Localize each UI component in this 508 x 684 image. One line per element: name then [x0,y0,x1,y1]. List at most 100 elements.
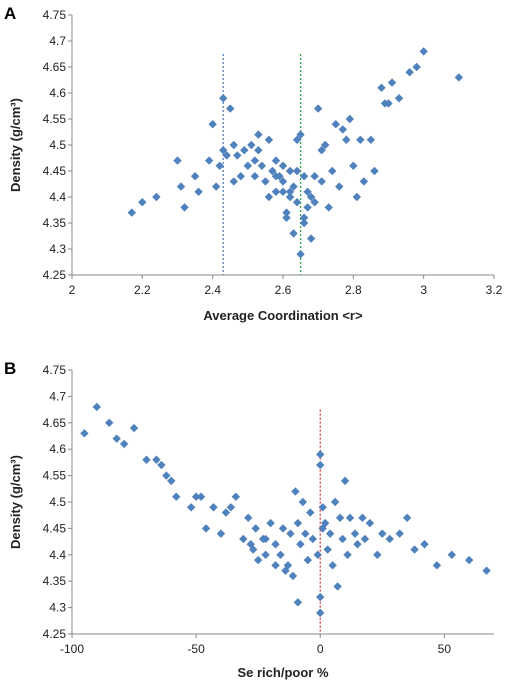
panel-b-data-point [191,492,201,501]
panel-a-data-point [264,192,274,202]
panel-b-data-point [308,534,317,544]
panel-b-data-point [303,555,313,565]
panel-b-data-point [249,545,258,554]
panel-a-data-point [289,182,298,191]
panel-a-data-point [257,161,267,170]
panel-b-label: B [4,359,16,378]
panel-b-y-tick-label: 4.65 [43,416,67,430]
panel-a-x-axis-label: Average Coordination <r> [203,308,363,323]
panel-b-data-point [306,508,315,517]
panel-b-data-point [301,529,310,538]
panel-a-data-point [345,114,355,124]
panel-b-data-point [216,529,226,538]
panel-b-x-tick-label: -50 [187,642,205,656]
panel-a-data-point [454,73,464,82]
panel-a-data-point [303,203,312,212]
panel-a-y-axis-label: Density (g/cm³) [8,98,23,192]
panel-a-data-point [387,78,397,87]
panel-a-data-point [194,187,203,196]
panel-a-data-point [138,198,147,207]
panel-b-data-point [251,524,260,533]
panel-b-data-point [447,550,456,559]
panel-a-y-tick-label: 4.6 [49,86,66,100]
panel-a-x-tick-label: 3.2 [486,283,503,297]
panel-a-data-point [278,187,288,196]
panel-a-data-point [282,208,291,217]
panel-b-data-point [157,460,166,470]
panel-a-data-point [338,125,347,134]
panel-b-data-point [281,566,290,575]
panel-b-data-point [196,492,206,501]
panel-a-y-tick-label: 4.65 [43,60,67,74]
panel-b-data-point [112,434,121,443]
panel-b-data-point [261,534,270,544]
panel-a-data-point [405,68,414,77]
panel-b-y-axis-label: Density (g/cm³) [8,455,23,549]
panel-a-data-point [359,177,369,186]
panel-b-data-point [231,492,241,501]
panel-a-data-point [173,156,182,165]
panel-b-data-point [244,513,253,523]
panel-b-data-point [201,524,211,533]
panel-b-y-tick-label: 4.55 [43,469,67,483]
panel-a-data-point [349,161,358,170]
panel-b-data-point [330,497,340,507]
panel-a-y-tick-label: 4.5 [49,138,66,152]
panel-a-x-tick-label: 2.2 [134,283,151,297]
panel-b-data-point [373,550,382,559]
panel-a-data-point [412,62,421,72]
panel-a-data-point [306,192,316,202]
panel-a-data-point [299,213,309,222]
panel-a-data-point [211,182,221,191]
panel-b-data-point [298,497,308,507]
panel-b-x-tick-label: 0 [317,642,324,656]
panel-b-data-point [226,503,236,512]
panel-a-data-point [299,218,309,228]
panel-b-data-point [119,439,129,449]
panel-a-data-point [292,198,302,207]
panel-b-data-point [253,555,263,565]
panel-a-label: A [4,4,16,23]
panel-b-data-point [340,476,350,486]
panel-a-data-point [296,250,305,259]
panel-b-x-axis-label: Se rich/poor % [237,665,328,680]
panel-a-data-point [229,177,238,186]
panel-b-y-tick-label: 4.35 [43,574,67,588]
panel-a-y-tick-label: 4.4 [49,190,66,204]
panel-b-data-point [313,550,322,559]
panel-a-data-point [233,151,242,160]
panel-a-data-point [229,140,238,150]
panel-a-data-point [127,208,136,217]
panel-a-data-point [268,166,277,176]
panel-b-data-point [105,418,114,427]
panel-a-data-point [240,146,249,155]
panel-a-data-point [219,146,228,155]
panel-a-data-point [222,151,231,160]
panel-a-data-point [384,99,393,108]
panel-a-data-point [342,135,351,144]
panel-b-data-point [291,487,300,496]
panel-b-data-point [318,503,327,512]
panel-b-y-tick-label: 4.4 [49,548,66,562]
panel-a-data-point [377,83,386,92]
panel-a-data-point [271,172,281,181]
panel-a-data-point [292,166,302,176]
panel-b-data-point [360,534,370,544]
panel-b: B 4.25 4.3 4.35 4.4 4.45 4.5 4.55 4.6 4.65 4.7 4.75… [4,359,494,680]
panel-b-data-point [172,492,181,501]
panel-a-data-point [306,234,316,243]
panel-b-data-point [266,518,275,528]
panel-b-data-point [395,529,404,538]
panel-b-data-point [420,540,429,549]
panel-a-data-point [152,192,161,202]
panel-b-x-tick-label: -100 [60,642,84,656]
panel-a-data-point [313,104,323,113]
panel-b-data-point [80,429,89,438]
panel-a-data-point [261,177,270,186]
panel-a-data-point [250,156,260,165]
panel-a-data-point [204,156,214,165]
panel-b-y-tick-label: 4.45 [43,521,67,535]
panel-a-data-point [278,161,288,170]
panel-a-data-point [176,182,186,191]
panel-b-data-point [482,566,491,575]
